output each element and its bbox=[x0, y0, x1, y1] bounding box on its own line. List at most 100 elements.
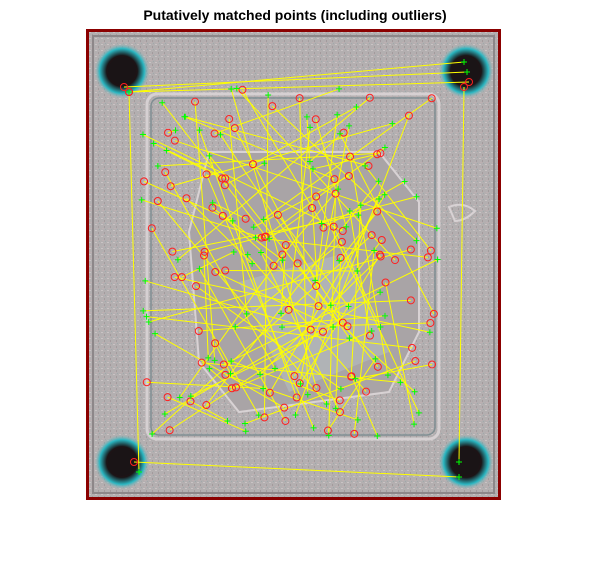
point-circle bbox=[406, 245, 415, 254]
point-circle bbox=[465, 78, 473, 86]
point-plus bbox=[376, 195, 383, 202]
match-line bbox=[234, 241, 343, 328]
point-plus bbox=[307, 124, 314, 131]
point-plus bbox=[336, 85, 343, 92]
point-plus bbox=[413, 237, 420, 244]
point-circle bbox=[391, 256, 400, 265]
point-plus bbox=[243, 310, 250, 317]
match-line bbox=[128, 81, 470, 93]
point-plus bbox=[149, 430, 156, 437]
point-circle bbox=[408, 343, 417, 352]
match-line bbox=[146, 381, 264, 389]
match-line bbox=[335, 257, 342, 409]
point-plus bbox=[217, 131, 224, 138]
match-line bbox=[315, 119, 347, 227]
image-axes bbox=[86, 29, 501, 500]
point-plus bbox=[163, 147, 170, 154]
point-plus bbox=[464, 69, 470, 75]
point-plus bbox=[266, 235, 273, 242]
point-circle bbox=[182, 194, 191, 203]
match-line bbox=[164, 171, 276, 369]
match-line bbox=[205, 180, 380, 406]
point-plus bbox=[375, 178, 382, 185]
match-line bbox=[167, 396, 246, 432]
point-plus bbox=[227, 370, 234, 377]
match-line bbox=[209, 368, 233, 389]
point-circle bbox=[312, 281, 321, 290]
match-line bbox=[161, 102, 267, 237]
point-circle bbox=[306, 325, 315, 334]
point-circle bbox=[376, 149, 385, 158]
point-circle bbox=[293, 259, 302, 268]
point-plus bbox=[152, 330, 159, 337]
point-circle bbox=[290, 372, 299, 381]
match-line bbox=[128, 61, 465, 93]
point-plus bbox=[271, 365, 278, 372]
point-circle bbox=[331, 189, 340, 198]
point-plus bbox=[357, 202, 364, 209]
point-circle bbox=[344, 171, 353, 180]
match-line bbox=[349, 210, 371, 336]
point-circle bbox=[125, 88, 133, 96]
match-line bbox=[148, 249, 412, 323]
point-plus bbox=[252, 234, 259, 241]
match-lines bbox=[123, 61, 470, 478]
match-line bbox=[177, 97, 371, 261]
point-plus bbox=[154, 163, 161, 170]
point-plus bbox=[260, 385, 267, 392]
point-plus bbox=[336, 130, 343, 137]
point-circle bbox=[404, 111, 413, 120]
point-plus bbox=[413, 193, 420, 200]
match-line bbox=[244, 360, 416, 424]
match-line bbox=[214, 88, 340, 134]
point-plus bbox=[232, 323, 239, 330]
match-line bbox=[157, 200, 327, 405]
point-plus bbox=[257, 249, 264, 256]
point-plus bbox=[389, 120, 396, 127]
point-circle bbox=[308, 203, 317, 212]
match-line bbox=[190, 400, 228, 422]
point-plus bbox=[244, 251, 251, 258]
point-plus bbox=[306, 158, 313, 165]
point-plus bbox=[426, 329, 433, 336]
point-plus bbox=[176, 394, 183, 401]
point-circle bbox=[268, 102, 277, 111]
point-plus bbox=[377, 289, 384, 296]
point-circle bbox=[314, 302, 323, 311]
point-circle bbox=[367, 231, 376, 240]
match-line bbox=[230, 88, 317, 389]
point-plus bbox=[346, 122, 353, 129]
point-plus bbox=[174, 256, 181, 263]
point-plus bbox=[355, 212, 362, 219]
point-plus bbox=[172, 127, 179, 134]
point-plus bbox=[362, 162, 369, 169]
match-line bbox=[208, 155, 379, 368]
match-line bbox=[123, 71, 468, 88]
match-line bbox=[212, 207, 283, 261]
point-plus bbox=[196, 127, 203, 134]
match-line bbox=[214, 343, 231, 374]
match-line bbox=[198, 315, 386, 332]
plate-edge bbox=[92, 35, 495, 494]
point-plus bbox=[142, 277, 149, 284]
point-plus bbox=[381, 144, 388, 151]
point-circle bbox=[269, 261, 278, 270]
match-line bbox=[351, 375, 378, 437]
point-plus bbox=[292, 411, 299, 418]
point-circle bbox=[281, 416, 290, 425]
point-circle bbox=[238, 85, 247, 94]
point-circle bbox=[265, 388, 274, 397]
point-plus bbox=[255, 412, 262, 419]
point-plus bbox=[249, 260, 256, 267]
match-line bbox=[185, 116, 369, 167]
point-circle bbox=[281, 241, 290, 250]
match-line bbox=[272, 105, 417, 241]
point-circle bbox=[221, 370, 230, 379]
point-circle bbox=[241, 214, 250, 223]
point-circle bbox=[231, 383, 240, 392]
point-circle bbox=[177, 273, 186, 282]
point-set-1 bbox=[120, 78, 473, 466]
point-plus bbox=[233, 85, 240, 92]
point-plus bbox=[143, 313, 150, 320]
point-circle bbox=[427, 94, 436, 103]
